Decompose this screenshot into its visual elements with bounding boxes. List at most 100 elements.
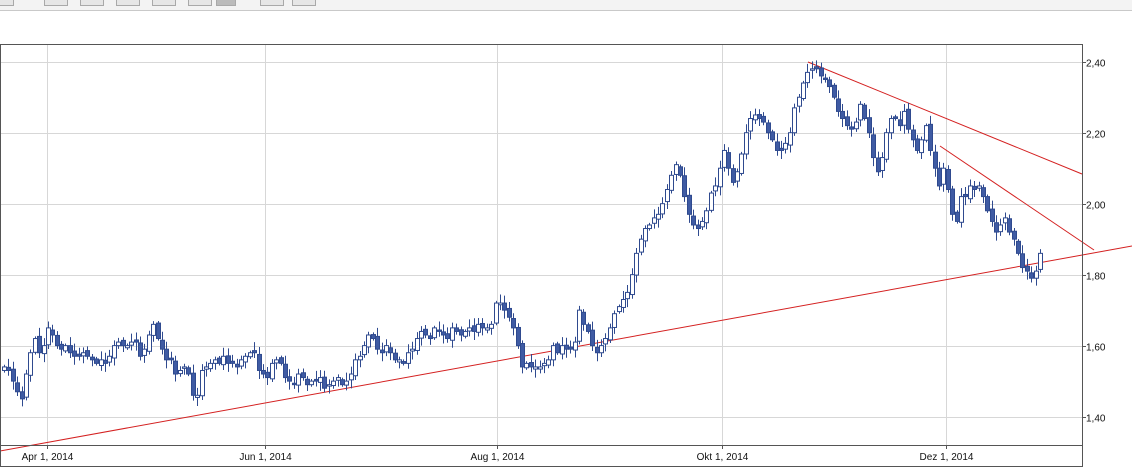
candle-up xyxy=(783,142,788,150)
toolbar-button[interactable] xyxy=(152,0,176,6)
candle-up xyxy=(2,366,7,371)
candle-up xyxy=(116,341,121,347)
candle-down xyxy=(757,114,762,120)
candle-down xyxy=(911,129,916,141)
candle-up xyxy=(274,359,279,364)
candle-down xyxy=(265,371,270,379)
candle-down xyxy=(520,343,525,368)
candle-up xyxy=(406,352,411,364)
candle-down xyxy=(581,311,586,325)
candle-down xyxy=(568,346,573,350)
candle-up xyxy=(344,380,349,386)
candle-down xyxy=(507,307,512,318)
candle-up xyxy=(889,118,894,134)
candle-down xyxy=(186,367,191,375)
y-tick-label: 2,20 xyxy=(1086,130,1106,141)
candle-down xyxy=(287,376,292,382)
candle-down xyxy=(230,360,235,364)
candle-down xyxy=(511,318,516,329)
plot-frame xyxy=(0,44,1083,446)
candle-down xyxy=(445,333,450,340)
toolbar-button[interactable] xyxy=(260,0,284,6)
y-tick-label: 2,40 xyxy=(1086,59,1106,70)
candle-down xyxy=(217,357,222,364)
candle-down xyxy=(990,208,995,222)
candle-up xyxy=(630,274,635,296)
candle-up xyxy=(902,110,907,126)
candle-up xyxy=(546,359,551,366)
toolbar-button[interactable] xyxy=(0,0,14,6)
candle-up xyxy=(1038,252,1043,270)
candle-up xyxy=(805,71,810,84)
candle-down xyxy=(380,349,385,354)
candle-up xyxy=(28,352,33,376)
candle-down xyxy=(252,350,257,354)
candle-up xyxy=(880,157,885,171)
candle-up xyxy=(450,327,455,341)
x-tick-label: Apr 1, 2014 xyxy=(22,452,74,463)
candle-down xyxy=(840,110,845,120)
candle-down xyxy=(77,353,82,357)
candle-up xyxy=(977,185,982,189)
candle-down xyxy=(845,116,850,127)
candle-down xyxy=(871,134,876,159)
candle-down xyxy=(586,324,591,332)
candle-up xyxy=(296,373,301,386)
candle-down xyxy=(893,116,898,120)
candle-up xyxy=(573,341,578,351)
toolbar-button[interactable] xyxy=(116,0,140,6)
candle-up xyxy=(221,355,226,366)
candle-down xyxy=(59,343,64,350)
candle-up xyxy=(722,149,727,168)
candle-down xyxy=(595,346,600,354)
candle-down xyxy=(191,372,196,396)
candle-up xyxy=(147,334,152,352)
candle-up xyxy=(603,338,608,345)
candle-down xyxy=(691,215,696,226)
candle-down xyxy=(678,166,683,176)
candle-up xyxy=(178,369,183,375)
candle-up xyxy=(735,171,740,182)
candle-up xyxy=(704,210,709,224)
x-tick-label: Okt 1, 2014 xyxy=(697,452,749,463)
candle-down xyxy=(103,359,108,364)
toolbar-button[interactable] xyxy=(80,0,104,6)
candle-down xyxy=(867,117,872,134)
candle-up xyxy=(358,355,363,361)
candle-up xyxy=(467,327,472,332)
candle-up xyxy=(810,68,815,71)
candle-up xyxy=(700,220,705,228)
toolbar-button-active[interactable] xyxy=(216,0,236,6)
candle-up xyxy=(107,355,112,363)
candle-up xyxy=(538,366,543,370)
candle-down xyxy=(1020,253,1025,269)
candle-down xyxy=(156,322,161,340)
candle-down xyxy=(770,131,775,141)
candle-up xyxy=(612,313,617,328)
candles xyxy=(2,60,1043,407)
candle-up xyxy=(665,188,670,203)
candle-up xyxy=(652,217,657,224)
candle-down xyxy=(160,339,165,350)
candle-down xyxy=(933,151,938,169)
candle-down xyxy=(257,353,262,371)
candle-down xyxy=(849,126,854,130)
candle-down xyxy=(164,348,169,361)
candle-up xyxy=(410,348,415,352)
trendlines xyxy=(0,61,1132,452)
candle-down xyxy=(502,302,507,311)
candle-down xyxy=(564,344,569,350)
toolbar-button[interactable] xyxy=(188,0,212,6)
candle-up xyxy=(1003,217,1008,224)
candle-down xyxy=(994,222,999,233)
candle-up xyxy=(63,345,68,352)
candle-down xyxy=(85,350,90,357)
y-tick-label: 1,80 xyxy=(1086,272,1106,283)
candle-up xyxy=(674,164,679,175)
candle-down xyxy=(819,67,824,77)
candle-up xyxy=(336,377,341,381)
toolbar-button[interactable] xyxy=(44,0,68,6)
y-tick-label: 2,00 xyxy=(1086,201,1106,212)
toolbar-button[interactable] xyxy=(292,0,316,6)
candle-down xyxy=(20,391,25,400)
